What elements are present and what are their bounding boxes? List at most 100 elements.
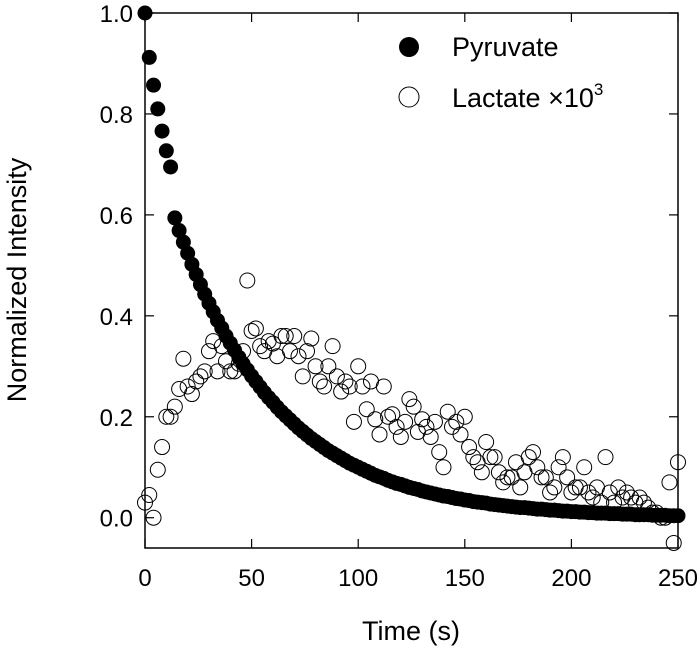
lactate-point bbox=[478, 434, 495, 451]
legend-lactate-label: Lactate ×103 bbox=[452, 80, 603, 113]
lactate-point bbox=[392, 428, 409, 445]
lactate-point bbox=[175, 350, 192, 367]
lactate-point bbox=[456, 408, 473, 425]
y-tick-label: 0.2 bbox=[100, 405, 133, 432]
y-tick-label: 0.0 bbox=[100, 506, 133, 533]
lactate-point bbox=[606, 494, 623, 511]
lactate-point bbox=[375, 378, 392, 395]
lactate-point bbox=[281, 343, 298, 360]
pyruvate-point bbox=[158, 143, 174, 159]
lactate-point bbox=[452, 426, 469, 443]
lactate-point bbox=[529, 459, 546, 476]
lactate-point bbox=[486, 449, 503, 466]
lactate-point bbox=[320, 358, 337, 375]
lactate-point bbox=[550, 459, 567, 476]
lactate-point bbox=[137, 494, 153, 511]
lactate-point bbox=[435, 459, 452, 476]
lactate-point bbox=[652, 509, 669, 526]
lactate-point bbox=[648, 504, 665, 521]
lactate-point bbox=[405, 398, 422, 415]
lactate-point bbox=[580, 484, 597, 501]
lactate-point bbox=[299, 343, 316, 360]
lactate-point bbox=[209, 363, 226, 380]
pyruvate-point bbox=[154, 123, 170, 139]
lactate-point bbox=[461, 439, 478, 456]
lactate-point bbox=[290, 348, 307, 365]
lactate-point bbox=[444, 418, 461, 435]
lactate-point bbox=[482, 449, 499, 466]
lactate-point bbox=[657, 509, 674, 526]
lactate-point bbox=[286, 328, 303, 345]
lactate-point bbox=[316, 378, 333, 395]
lactate-point bbox=[537, 469, 554, 486]
pyruvate-series bbox=[137, 5, 686, 524]
lactate-point bbox=[631, 489, 648, 506]
lactate-point bbox=[213, 338, 230, 355]
lactate-point bbox=[401, 391, 418, 408]
lactate-point bbox=[584, 489, 601, 506]
y-axis-ticks: 0.0 0.2 0.4 0.6 0.8 1.0 bbox=[100, 1, 678, 533]
lactate-point bbox=[337, 373, 354, 390]
lactate-point bbox=[525, 444, 542, 461]
lactate-point bbox=[145, 509, 162, 526]
lactate-point bbox=[179, 378, 196, 395]
lactate-series bbox=[137, 272, 686, 551]
x-tick-label: 250 bbox=[658, 565, 698, 592]
lactate-point bbox=[226, 363, 243, 380]
lactate-point bbox=[158, 408, 175, 425]
lactate-point bbox=[431, 444, 448, 461]
lactate-point bbox=[665, 534, 682, 551]
lactate-point bbox=[324, 338, 341, 355]
lactate-point bbox=[473, 464, 490, 481]
lactate-point bbox=[141, 487, 158, 504]
plot-frame bbox=[144, 12, 679, 549]
lactate-point bbox=[311, 373, 328, 390]
lactate-point bbox=[333, 383, 350, 400]
lactate-point bbox=[610, 479, 627, 496]
lactate-point bbox=[388, 418, 405, 435]
lactate-point bbox=[371, 426, 388, 443]
pyruvate-point bbox=[137, 5, 153, 21]
lactate-point bbox=[196, 363, 213, 380]
y-tick-label: 0.8 bbox=[100, 102, 133, 129]
x-tick-label: 150 bbox=[445, 565, 485, 592]
legend-lactate-marker bbox=[398, 86, 420, 108]
lactate-point bbox=[384, 406, 401, 423]
lactate-point bbox=[341, 378, 358, 395]
x-axis-label: Time (s) bbox=[362, 616, 460, 646]
lactate-point bbox=[546, 479, 563, 496]
y-axis-label: Normalized Intensity bbox=[2, 157, 32, 402]
x-tick-label: 50 bbox=[238, 565, 265, 592]
lactate-point bbox=[162, 408, 179, 425]
lactate-point bbox=[154, 439, 171, 456]
lactate-point bbox=[542, 484, 559, 501]
x-tick-label: 100 bbox=[338, 565, 378, 592]
lactate-point bbox=[192, 368, 209, 385]
lactate-point bbox=[307, 358, 324, 375]
lactate-point bbox=[183, 386, 200, 403]
lactate-point bbox=[247, 320, 264, 337]
legend-lactate-label-exponent: 3 bbox=[594, 80, 603, 99]
lactate-point bbox=[563, 484, 580, 501]
lactate-point bbox=[277, 328, 294, 345]
lactate-point bbox=[397, 413, 414, 430]
x-axis-ticks: 0 50 100 150 200 250 bbox=[138, 13, 698, 592]
lactate-point bbox=[597, 449, 614, 466]
lactate-point bbox=[439, 403, 456, 420]
lactate-point bbox=[303, 330, 320, 347]
lactate-point bbox=[218, 353, 235, 370]
lactate-point bbox=[495, 474, 512, 491]
pyruvate-point bbox=[150, 101, 166, 117]
lactate-point bbox=[345, 413, 362, 430]
lactate-point bbox=[422, 428, 439, 445]
y-tick-label: 0.6 bbox=[100, 203, 133, 230]
lactate-point bbox=[205, 333, 222, 350]
pyruvate-point bbox=[670, 508, 686, 524]
lactate-point bbox=[380, 408, 397, 425]
pyruvate-point bbox=[146, 77, 162, 93]
lactate-point bbox=[635, 494, 652, 511]
lactate-point bbox=[593, 494, 610, 511]
lactate-point bbox=[426, 413, 443, 430]
x-tick-label: 200 bbox=[551, 565, 591, 592]
